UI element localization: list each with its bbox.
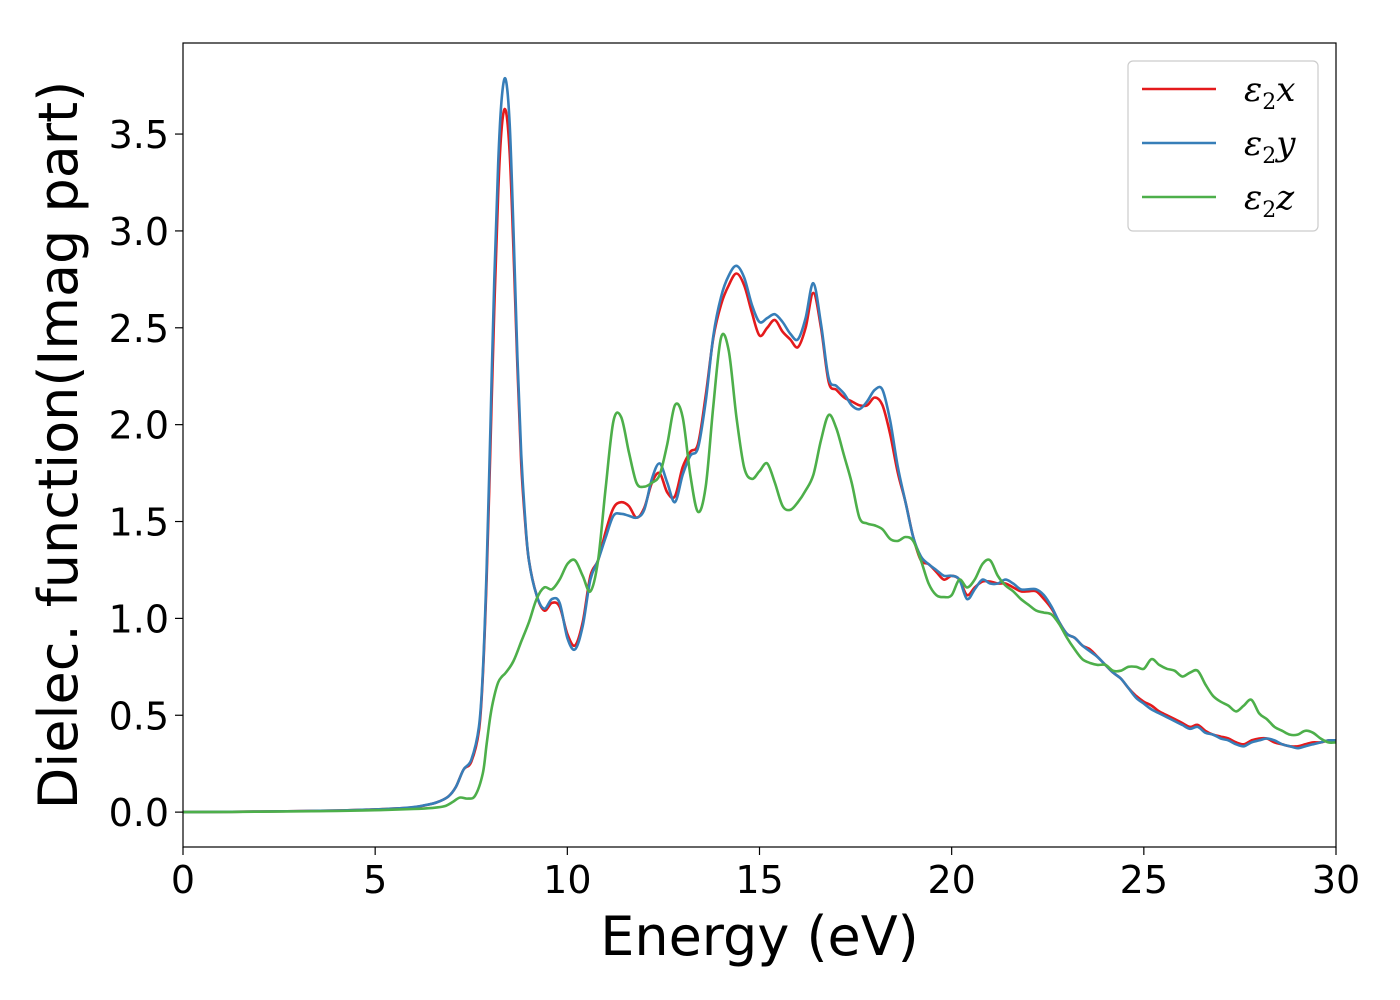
series-line-y — [182, 76, 1337, 814]
x-tick-label: 5 — [363, 858, 387, 902]
legend: ε2x ε2y ε2z — [1127, 60, 1319, 232]
series-line-z — [182, 332, 1337, 814]
y-axis-title: Dielec. function(Imag part) — [27, 81, 90, 810]
legend-label-x: ε2x — [1244, 70, 1295, 115]
x-tick-label: 30 — [1312, 858, 1360, 902]
x-tick-label: 0 — [171, 858, 195, 902]
series-layer — [182, 76, 1337, 814]
x-tick-label: 10 — [543, 858, 591, 902]
y-tick-label: 2.0 — [109, 404, 169, 448]
y-tick-label: 0.5 — [109, 694, 169, 738]
y-tick-label: 2.5 — [109, 307, 169, 351]
y-tick-label: 1.5 — [109, 501, 169, 545]
y-tick-label: 1.0 — [109, 597, 169, 641]
y-tick-label: 0.0 — [109, 791, 169, 835]
x-axis-title: Energy (eV) — [600, 905, 919, 968]
x-tick-label: 25 — [1120, 858, 1168, 902]
x-tick-label: 15 — [735, 858, 783, 902]
y-tick-label: 3.5 — [109, 113, 169, 157]
y-tick-label: 3.0 — [109, 210, 169, 254]
y-ticks: 0.0 0.5 1.0 1.5 2.0 2.5 3.0 3.5 — [109, 113, 183, 835]
legend-label-z: ε2z — [1244, 178, 1295, 223]
x-tick-label: 20 — [927, 858, 975, 902]
legend-box — [1127, 60, 1319, 232]
legend-label-y: ε2y — [1244, 124, 1296, 169]
x-ticks: 0 5 10 15 20 25 30 — [171, 847, 1360, 902]
